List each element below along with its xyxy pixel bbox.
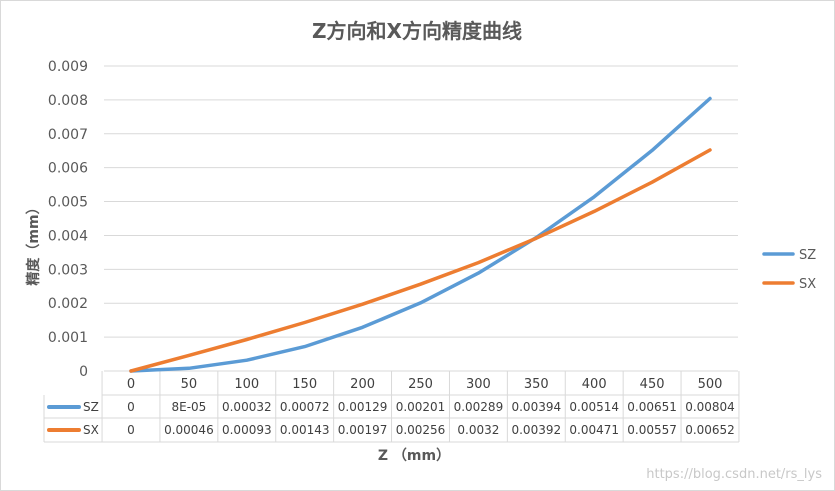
y-tick-label: 0.004 (48, 228, 88, 244)
y-tick-labels: 0 0.001 0.002 0.003 0.004 0.005 0.006 0.007 0.00… (48, 59, 88, 380)
x-category-label: 350 (524, 377, 549, 392)
series-line-sx (129, 148, 712, 373)
y-tick-label: 0.001 (48, 330, 88, 346)
x-category-label: 250 (408, 377, 433, 392)
table-value-cell: 0 (127, 400, 135, 414)
y-tick-label: 0.006 (48, 161, 88, 177)
table-value-cell: 0.00072 (280, 400, 330, 414)
legend: SZ SX (762, 248, 816, 292)
y-tick-label: 0.005 (48, 195, 88, 211)
table-value-cell: 0.00289 (454, 400, 504, 414)
x-category-label: 300 (466, 377, 491, 392)
y-tick-label: 0.008 (48, 93, 88, 109)
x-category-label: 450 (640, 377, 665, 392)
x-category-label: 0 (127, 377, 135, 392)
x-axis-label: Z （mm） (378, 448, 450, 464)
x-category-label: 500 (698, 377, 723, 392)
table-value-cell: 0.00652 (685, 423, 735, 437)
y-tick-label: 0 (79, 364, 88, 380)
table-value-cell: 0.00093 (222, 423, 272, 437)
table-value-cell: 0.00557 (627, 423, 677, 437)
data-table: 0 50 100 150 200 250 300 350 400 450 500 SZ 0 8E-05 0.… (43, 371, 740, 443)
table-value-cell: 0.00129 (338, 400, 388, 414)
table-value-cell: 0.00514 (569, 400, 619, 414)
table-value-cell: 0.00201 (396, 400, 446, 414)
grid (104, 65, 738, 372)
y-tick-label: 0.009 (48, 59, 88, 75)
table-value-cell: 0.00256 (396, 423, 446, 437)
table-value-cell: 0.00392 (511, 423, 561, 437)
table-value-cell: 0.00046 (164, 423, 214, 437)
watermark-text: https://blog.csdn.net/rs_lys (646, 467, 822, 482)
table-value-cell: 0.00804 (685, 400, 735, 414)
table-value-cell: 0 (127, 423, 135, 437)
x-category-label: 400 (582, 377, 607, 392)
table-value-cell: 0.00651 (627, 400, 677, 414)
table-value-cell: 8E-05 (171, 400, 206, 414)
table-value-cell: 0.00032 (222, 400, 272, 414)
legend-label: SZ (799, 248, 816, 263)
y-tick-label: 0.003 (48, 262, 88, 278)
series-lines (129, 96, 712, 373)
table-value-cell: 0.00197 (338, 423, 388, 437)
y-tick-label: 0.007 (48, 127, 88, 143)
legend-label: SX (799, 277, 816, 292)
x-category-label: 200 (350, 377, 375, 392)
table-value-cell: 0.00394 (511, 400, 561, 414)
table-series-name: SX (83, 423, 99, 437)
y-axis-label: 精度（mm） (25, 200, 42, 285)
table-series-name: SZ (83, 400, 99, 414)
y-tick-label: 0.002 (48, 296, 88, 312)
chart-title: Z方向和X方向精度曲线 (312, 19, 522, 43)
table-value-cell: 0.00143 (280, 423, 330, 437)
series-line-sz (129, 96, 712, 373)
x-category-label: 50 (181, 377, 198, 392)
table-value-cell: 0.00471 (569, 423, 619, 437)
table-value-cell: 0.0032 (457, 423, 499, 437)
x-category-label: 100 (234, 377, 259, 392)
x-category-label: 150 (292, 377, 317, 392)
